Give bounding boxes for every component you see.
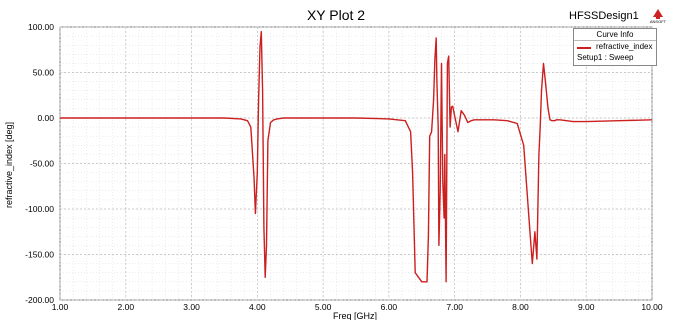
x-tick-label: 10.00 — [641, 302, 663, 312]
y-tick-label: -100.00 — [25, 204, 54, 214]
y-tick-label: 0.00 — [37, 113, 54, 123]
legend-setup: Setup1 : Sweep — [577, 53, 634, 62]
y-tick-label: 50.00 — [33, 68, 55, 78]
ansoft-logo: ANSOFT — [648, 8, 668, 24]
x-tick-label: 8.00 — [512, 302, 529, 312]
y-tick-label: 100.00 — [28, 22, 54, 32]
x-tick-label: 1.00 — [52, 302, 69, 312]
chart-title-group: XY Plot 2 — [307, 7, 365, 23]
ansoft-logo-text: ANSOFT — [649, 19, 667, 24]
curve-info-legend: Curve Info refractive_index Setup1 : Swe… — [573, 28, 657, 66]
x-tick-label: 2.00 — [118, 302, 135, 312]
x-tick-label: 4.00 — [249, 302, 266, 312]
design-name: HFSSDesign1 — [569, 10, 639, 22]
legend-header: Curve Info — [574, 29, 656, 41]
plot-area: 1.00 2.00 3.00 4.00 5.00 6.00 7.00 8.00 9.00 10.0… — [25, 22, 663, 312]
y-tick-label: -50.00 — [30, 159, 54, 169]
legend-swatch — [577, 47, 591, 49]
x-tick-label: 7.00 — [446, 302, 463, 312]
x-tick-label: 6.00 — [381, 302, 398, 312]
ansoft-logo-icon — [653, 9, 663, 19]
chart-title: XY Plot 2 — [307, 7, 365, 23]
y-axis-label: refractive_index [deg] — [4, 122, 14, 208]
series-line-refractive_index — [60, 30, 653, 283]
x-tick-label: 3.00 — [183, 302, 200, 312]
x-tick-label: 9.00 — [578, 302, 595, 312]
y-tick-label: -200.00 — [25, 295, 54, 305]
legend-series-name: refractive_index — [596, 42, 653, 51]
x-tick-label: 5.00 — [315, 302, 332, 312]
x-axis-label: Freq [GHz] — [333, 311, 377, 320]
y-tick-label: -150.00 — [25, 250, 54, 260]
